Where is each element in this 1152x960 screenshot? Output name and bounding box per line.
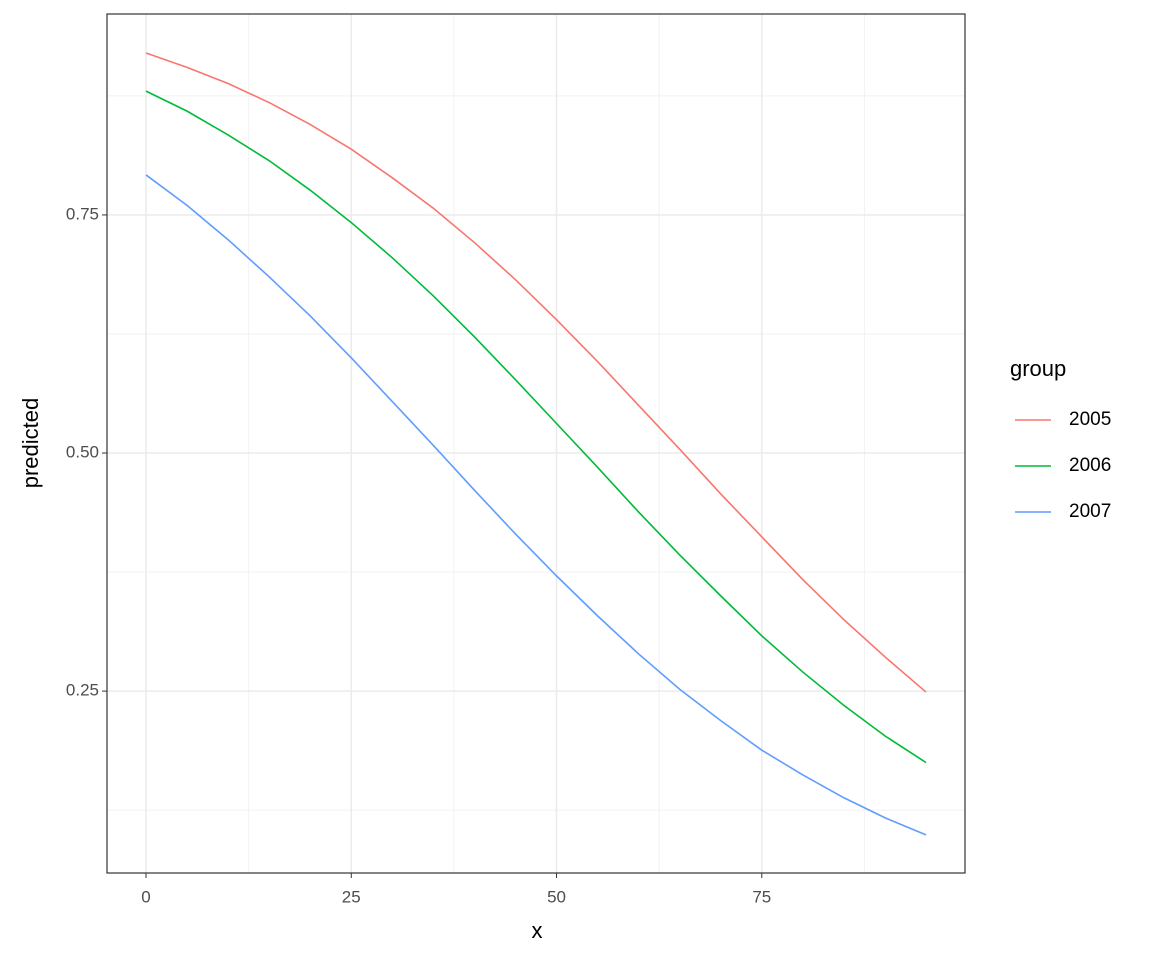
legend-label: 2005 (1069, 409, 1111, 430)
y-tick-label: 0.25 (66, 681, 99, 700)
y-tick-label: 0.50 (66, 443, 99, 462)
y-tick-label: 0.75 (66, 204, 99, 223)
panel-border (106, 13, 966, 874)
data-line (145, 174, 927, 836)
x-tick-label: 75 (752, 887, 771, 906)
legend-label: 2006 (1069, 455, 1111, 476)
data-line (145, 52, 927, 693)
legend-label: 2007 (1069, 501, 1111, 522)
data-line (145, 90, 927, 764)
legend-title: group (1010, 356, 1066, 381)
y-axis-title: predicted (18, 398, 43, 489)
x-tick-label: 50 (547, 887, 566, 906)
x-tick-label: 25 (342, 887, 361, 906)
x-axis-title: x (532, 918, 543, 943)
x-tick-label: 0 (141, 887, 150, 906)
